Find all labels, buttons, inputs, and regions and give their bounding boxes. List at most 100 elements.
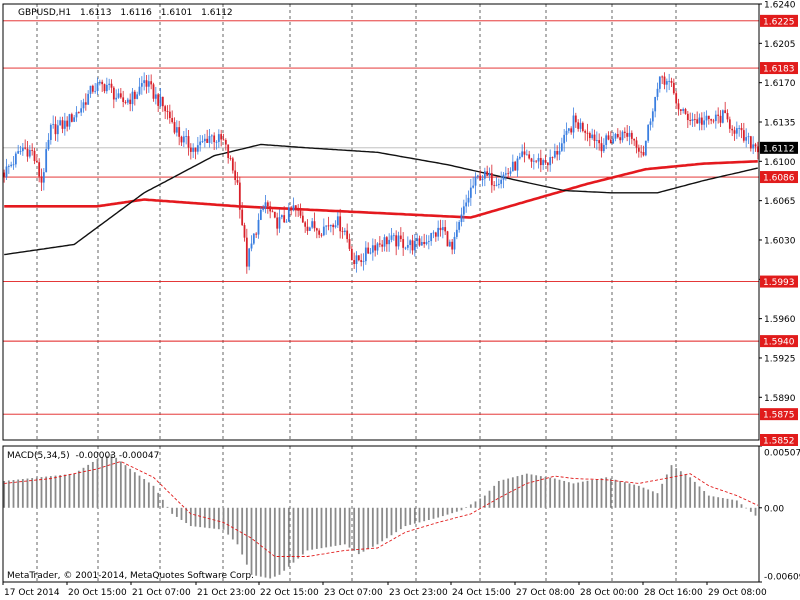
level-label-box <box>760 171 798 184</box>
macd-bar <box>311 507 314 550</box>
macd-bar <box>357 507 360 555</box>
copyright: MetaTrader, © 2001-2014, MetaQuotes Soft… <box>7 571 254 581</box>
candle-body <box>546 162 549 166</box>
macd-bar <box>530 474 533 508</box>
candle-body <box>448 241 451 247</box>
candle-body <box>297 209 300 211</box>
candle-body <box>630 132 633 139</box>
candle-body <box>432 232 435 234</box>
candle-body <box>425 241 428 245</box>
candle-body <box>56 125 59 135</box>
x-tick-label: 27 Oct 08:00 <box>516 588 575 598</box>
macd-bar <box>609 478 612 508</box>
macd-bar <box>245 507 248 565</box>
macd-bar <box>292 507 295 563</box>
candle-body <box>7 166 10 167</box>
macd-bar <box>413 507 416 524</box>
candle-body <box>437 227 440 237</box>
candle-body <box>579 122 582 129</box>
candle-body <box>24 147 27 149</box>
candle-body <box>600 143 603 152</box>
macd-bar <box>264 507 267 578</box>
candle-body <box>441 227 444 231</box>
candle-body <box>374 245 377 251</box>
macd-bar <box>269 507 272 579</box>
candle-body <box>469 187 472 198</box>
macd-bar <box>77 470 80 508</box>
candle-body <box>453 236 456 250</box>
y-tick-label: 1.6030 <box>764 236 796 246</box>
macd-bar <box>563 480 566 508</box>
candle-body <box>413 240 416 251</box>
candle-body <box>306 226 309 231</box>
candle-body <box>334 225 337 228</box>
candle-body <box>621 131 624 141</box>
macd-bar <box>250 507 253 575</box>
candle-body <box>467 197 470 203</box>
macd-bar <box>166 506 169 508</box>
macd-bar <box>553 478 556 508</box>
candle-body <box>640 151 643 153</box>
macd-bar <box>647 489 650 508</box>
candle-body <box>572 115 575 133</box>
candle-body <box>147 81 150 87</box>
candle-body <box>481 178 484 181</box>
macd-bar <box>227 507 230 535</box>
macd-bar <box>329 507 332 547</box>
macd-bar <box>63 474 66 508</box>
candle-body <box>430 233 433 242</box>
y-tick-label: 1.5890 <box>764 394 796 404</box>
candle-body <box>418 238 421 246</box>
macd-bar <box>362 507 365 552</box>
candle-body <box>434 232 437 237</box>
macd-bar <box>600 478 603 508</box>
macd-bar <box>404 507 407 527</box>
candle-body <box>157 94 160 106</box>
macd-bar <box>348 507 351 548</box>
candle-body <box>689 120 692 121</box>
macd-bar <box>465 507 468 508</box>
candle-body <box>332 224 335 228</box>
candle-body <box>91 85 94 92</box>
macd-bar <box>45 476 48 508</box>
x-tick-label: 28 Oct 16:00 <box>644 588 703 598</box>
candle-body <box>355 255 358 265</box>
candle-body <box>651 111 654 122</box>
macd-bar <box>3 480 6 508</box>
main-frame <box>2 3 760 441</box>
macd-bar <box>521 474 524 508</box>
candle-body <box>465 202 468 207</box>
candle-body <box>495 184 498 186</box>
candle-body <box>252 233 255 244</box>
macd-bar <box>73 473 76 508</box>
candle-body <box>271 211 274 213</box>
candle-body <box>633 138 636 141</box>
macd-bar <box>623 482 626 508</box>
x-tick-label: 17 Oct 2014 <box>4 588 60 598</box>
candle-body <box>203 138 206 142</box>
candle-body <box>299 210 302 216</box>
candles <box>3 72 759 274</box>
candle-body <box>745 137 748 141</box>
macd-bar <box>745 507 748 509</box>
level-lines <box>3 20 759 441</box>
candle-body <box>367 247 370 254</box>
candle-body <box>605 135 608 145</box>
candle-body <box>45 149 48 173</box>
macd-bar <box>689 477 692 508</box>
candle-body <box>122 97 125 103</box>
candle-body <box>474 176 477 186</box>
macd-bar <box>539 476 542 508</box>
candle-body <box>616 134 619 138</box>
y-axis: 1.6240 1.6205 1.6170 1.6135 1.6100 1.6065 1.60… <box>759 1 800 583</box>
candle-body <box>733 130 736 134</box>
macd-bar <box>343 507 346 545</box>
candle-body <box>231 158 234 171</box>
candle-body <box>670 80 673 83</box>
macd-bar <box>544 476 547 508</box>
macd-bar <box>180 507 183 520</box>
level-label: 1.6225 <box>763 17 795 27</box>
macd-bar <box>157 492 160 508</box>
candle-body <box>360 260 363 262</box>
